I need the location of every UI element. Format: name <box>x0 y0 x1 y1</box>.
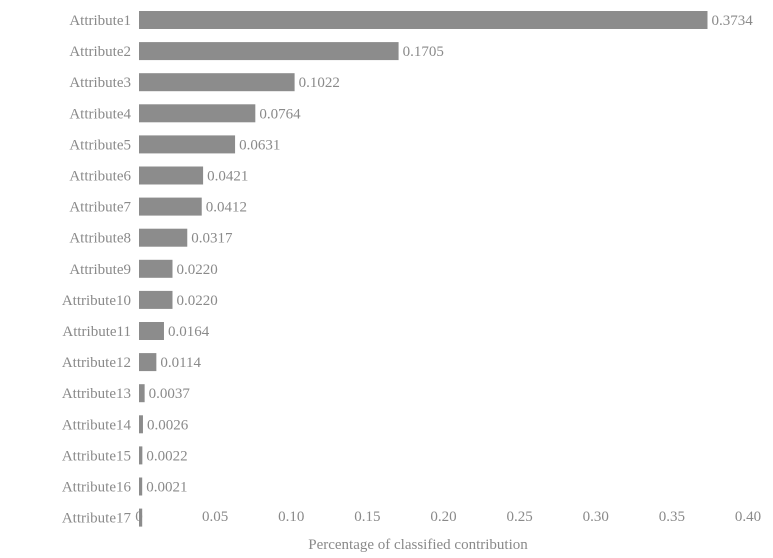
category-label-attribute8: Attribute8 <box>69 231 131 247</box>
bar-attribute8 <box>139 228 188 247</box>
category-label-attribute7: Attribute7 <box>69 200 131 216</box>
value-label-attribute7: 0.0412 <box>206 200 247 216</box>
category-label-attribute14: Attribute14 <box>62 417 132 433</box>
category-label-attribute12: Attribute12 <box>62 355 131 371</box>
bar-attribute5 <box>139 135 236 154</box>
x-tick-label: 0.35 <box>659 509 685 525</box>
category-label-attribute9: Attribute9 <box>69 262 131 278</box>
value-label-attribute13: 0.0037 <box>149 386 191 402</box>
bar-attribute4 <box>139 104 256 123</box>
category-label-attribute13: Attribute13 <box>62 386 131 402</box>
bar-attribute14 <box>139 415 143 434</box>
bar-attribute2 <box>139 42 399 61</box>
value-label-attribute14: 0.0026 <box>147 417 189 433</box>
value-label-attribute6: 0.0421 <box>207 169 248 185</box>
category-label-attribute3: Attribute3 <box>69 75 131 91</box>
category-label-attribute16: Attribute16 <box>62 480 132 496</box>
x-tick-label: 0.20 <box>430 509 456 525</box>
value-label-attribute12: 0.0114 <box>160 355 201 371</box>
category-labels: Attribute1 Attribute2 Attribute3 Attribute4… <box>62 13 132 527</box>
bars-group <box>139 11 708 527</box>
category-label-attribute2: Attribute2 <box>69 44 131 60</box>
category-label-attribute1: Attribute1 <box>69 13 131 29</box>
x-tick-label: 0.30 <box>583 509 609 525</box>
value-label-attribute16: 0.0021 <box>146 480 187 496</box>
x-tick-label: 0.40 <box>735 509 761 525</box>
bar-attribute13 <box>139 384 145 403</box>
x-tick-label: 0.10 <box>278 509 304 525</box>
value-label-attribute5: 0.0631 <box>239 137 280 153</box>
x-axis-ticks: 0 0.05 0.10 0.15 0.20 0.25 0.30 0.35 0.40 <box>135 509 761 525</box>
bar-attribute17 <box>139 508 143 527</box>
value-label-attribute9: 0.0220 <box>176 262 217 278</box>
bar-attribute6 <box>139 166 204 185</box>
bar-attribute15 <box>139 446 143 465</box>
category-label-attribute17: Attribute17 <box>62 511 132 527</box>
bar-attribute7 <box>139 197 202 216</box>
value-label-attribute10: 0.0220 <box>176 293 217 309</box>
category-label-attribute5: Attribute5 <box>69 137 131 153</box>
bar-attribute10 <box>139 290 173 309</box>
value-label-attribute11: 0.0164 <box>168 324 210 340</box>
value-label-attribute8: 0.0317 <box>191 231 233 247</box>
bar-attribute1 <box>139 11 708 29</box>
value-label-attribute15: 0.0022 <box>146 448 187 464</box>
x-tick-label: 0.05 <box>202 509 228 525</box>
value-labels: 0.3734 0.1705 0.1022 0.0764 0.0631 0.0421 0.04… <box>146 13 753 496</box>
value-label-attribute1: 0.3734 <box>712 13 754 29</box>
bar-attribute12 <box>139 353 157 372</box>
bar-attribute11 <box>139 322 164 340</box>
bar-attribute9 <box>139 259 173 278</box>
bar-attribute16 <box>139 477 143 496</box>
bar-attribute3 <box>139 73 295 92</box>
x-axis-title: Percentage of classified contribution <box>308 537 528 553</box>
x-tick-label: 0.25 <box>507 509 533 525</box>
value-label-attribute2: 0.1705 <box>403 44 444 60</box>
category-label-attribute11: Attribute11 <box>62 324 131 340</box>
category-label-attribute6: Attribute6 <box>69 169 131 185</box>
x-tick-label: 0 <box>135 509 143 525</box>
value-label-attribute4: 0.0764 <box>259 106 301 122</box>
category-label-attribute4: Attribute4 <box>69 106 131 122</box>
value-label-attribute3: 0.1022 <box>299 75 340 91</box>
category-label-attribute10: Attribute10 <box>62 293 131 309</box>
category-label-attribute15: Attribute15 <box>62 448 131 464</box>
x-tick-label: 0.15 <box>354 509 380 525</box>
